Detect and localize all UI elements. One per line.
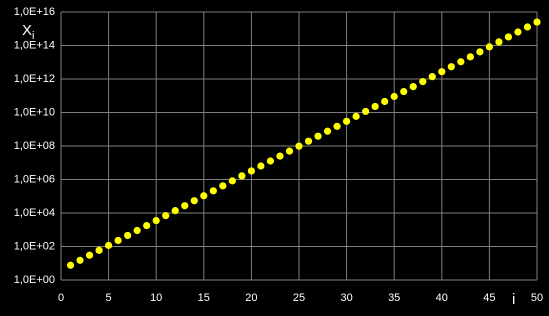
- data-point: [228, 177, 236, 185]
- data-point: [266, 157, 275, 165]
- data-point: [447, 63, 455, 71]
- data-point: [438, 68, 446, 76]
- data-point: [143, 221, 151, 230]
- data-point: [428, 73, 436, 81]
- y-tick-label: 1,0E+00: [14, 274, 55, 286]
- x-tick-label: 35: [388, 292, 400, 304]
- data-point: [495, 38, 503, 46]
- data-point: [381, 97, 389, 106]
- y-tick-label: 1,0E+04: [14, 207, 55, 219]
- data-point: [171, 207, 179, 215]
- data-point: [457, 58, 465, 66]
- x-tick-label: 20: [245, 292, 257, 304]
- x-tick-label: 45: [483, 292, 495, 304]
- data-point: [333, 122, 341, 130]
- data-point: [66, 261, 75, 269]
- y-tick-label: 1,0E+08: [14, 140, 55, 152]
- data-point: [219, 182, 227, 190]
- data-point: [105, 241, 113, 250]
- data-point: [124, 231, 132, 240]
- data-point: [276, 152, 284, 160]
- y-tick-label: 1,0E+02: [14, 240, 55, 252]
- data-point: [85, 251, 94, 259]
- x-tick-label: 50: [531, 292, 543, 304]
- data-point: [238, 172, 246, 180]
- y-axis-label: Xi: [22, 22, 34, 42]
- data-point: [114, 236, 122, 245]
- data-point: [76, 256, 84, 264]
- data-point: [343, 117, 351, 125]
- data-point: [323, 127, 332, 135]
- data-point: [247, 167, 255, 175]
- data-point: [304, 137, 313, 145]
- data-point: [485, 43, 493, 51]
- data-point: [362, 107, 370, 116]
- x-tick-label: 30: [340, 292, 352, 304]
- y-tick-label: 1,0E+12: [14, 73, 55, 85]
- data-point: [314, 132, 322, 140]
- data-point: [190, 197, 198, 205]
- x-tick-label: 40: [436, 292, 448, 304]
- data-point: [257, 162, 265, 170]
- data-point: [200, 192, 208, 200]
- data-point: [419, 78, 427, 86]
- data-point: [152, 216, 160, 225]
- data-point: [533, 18, 541, 26]
- data-point: [352, 112, 360, 120]
- y-tick-label: 1,0E+06: [14, 173, 55, 185]
- y-tick-label: 1,0E+16: [14, 6, 55, 18]
- data-point: [390, 92, 398, 101]
- data-point: [514, 28, 522, 36]
- x-tick-label: 10: [150, 292, 162, 304]
- data-point: [476, 48, 484, 56]
- data-point: [285, 147, 294, 155]
- y-tick-label: 1,0E+10: [14, 106, 55, 118]
- data-point: [181, 202, 189, 210]
- y-label-base: X: [22, 22, 32, 39]
- y-label-sub: i: [32, 30, 34, 42]
- y-tick-label: 1,0E+14: [14, 39, 55, 51]
- data-point: [409, 82, 417, 91]
- data-point: [523, 23, 532, 31]
- data-point: [504, 33, 513, 41]
- data-point: [209, 187, 217, 195]
- data-point: [133, 226, 141, 235]
- data-point: [95, 246, 103, 254]
- x-tick-label: 25: [293, 292, 305, 304]
- x-tick-label: 0: [58, 292, 64, 304]
- data-point: [371, 102, 379, 111]
- data-point: [400, 87, 408, 96]
- x-axis-label: i: [512, 291, 515, 308]
- x-tick-label: 15: [198, 292, 210, 304]
- data-point: [162, 212, 170, 220]
- data-point: [466, 53, 474, 61]
- data-point: [295, 142, 303, 150]
- x-tick-label: 5: [106, 292, 112, 304]
